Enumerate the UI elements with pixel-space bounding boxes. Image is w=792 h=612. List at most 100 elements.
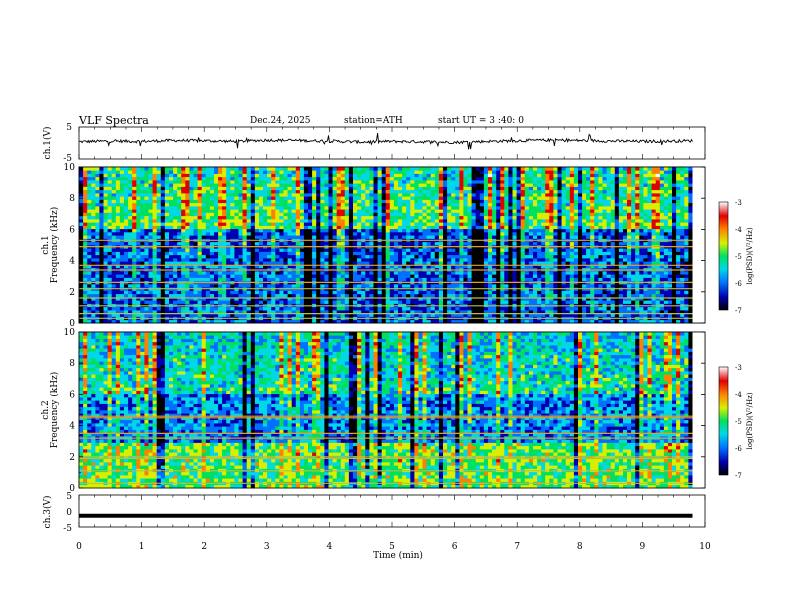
spectrogram-cell [226,219,231,223]
spectrogram-cell [144,173,149,178]
spectrogram-cell [234,228,239,233]
spectrogram-cell [87,183,92,187]
spectrogram-cell [152,212,158,217]
spectrogram-cell [455,284,460,288]
spectrogram-cell [336,271,342,275]
spectrogram-cell [148,225,153,230]
spectrogram-cell [328,215,333,220]
spectrogram-cell [263,209,268,213]
spectrogram-cell [365,290,370,295]
spectrogram-cell [91,170,96,174]
spectrogram-cell [365,248,370,252]
spectrogram-cell [348,183,354,187]
spectrogram-cell [393,313,399,317]
spectrogram-cell [128,258,133,262]
spectrogram-cell [316,251,321,256]
spectrogram-cell [459,219,464,223]
spectrogram-cell [148,219,153,223]
spectrogram-cell [103,258,108,262]
spectrogram-cell [230,290,235,295]
spectrogram-cell [99,293,104,298]
spectrogram-cell [250,235,256,239]
spectrogram-cell [295,241,301,246]
spectrogram-cell [479,176,485,181]
spectrogram-cell [164,274,170,278]
spectrogram-cell [111,186,117,191]
spectrogram-cell [410,277,415,282]
spectrogram-cell [238,254,243,259]
spectrogram-cell [377,258,383,262]
spectrogram-cell [205,202,211,207]
spectrogram-cell [344,248,350,252]
spectrogram-cell [471,293,477,298]
spectrogram-cell [430,235,436,239]
spectrogram-cell [263,274,268,278]
spectrogram-cell [328,222,333,226]
spectrogram-cell [385,271,391,275]
spectrogram-cell [308,264,313,269]
spectrogram-cell [128,300,133,304]
spectrogram-cell [438,202,444,207]
spectrogram-cell [275,212,280,217]
spectrogram-cell [389,173,395,178]
spectrogram-cell [475,176,481,181]
spectrogram-cell [185,290,190,295]
spectrogram-cell [373,193,378,197]
spectrogram-cell [124,170,129,174]
spectrogram-cell [279,313,284,317]
spectrogram-cell [201,167,207,171]
spectrogram-cell [156,264,162,269]
spectrogram-cell [459,196,464,200]
spectrogram-cell [344,264,350,269]
spectrogram-cell [226,300,231,304]
spectrogram-cell [303,196,309,200]
spectrogram-cell [430,248,436,252]
spectrogram-cell [230,183,235,187]
spectrogram-cell [234,251,239,256]
spectrogram-cell [250,196,256,200]
spectrogram-cell [348,189,354,194]
spectrogram-cell [230,248,235,252]
spectrogram-cell [128,189,133,194]
spectrogram-cell [402,235,407,239]
spectrogram-cell [361,232,366,236]
spectrogram-cell [263,297,268,301]
spectrogram-cell [156,176,162,181]
spectrogram-cell [177,193,182,197]
spectrogram-cell [402,290,407,295]
spectrogram-cell [115,228,121,233]
spectrogram-cell [312,248,317,252]
spectrogram-cell [144,235,149,239]
spectrogram-cell [160,277,166,282]
station-label: station=ATH [344,116,403,126]
spectrogram-cell [283,290,288,295]
spectrogram-cell [287,219,293,223]
spectrogram-cell [287,176,293,181]
spectrogram-cell [267,167,272,171]
spectrogram-cell [148,313,153,317]
spectrogram-cell [402,248,407,252]
spectrogram-cell [426,293,432,298]
spectrogram-cell [79,180,84,184]
spectrogram-cell [443,264,448,269]
spectrogram-cell [87,202,92,207]
spectrogram-cell [201,219,207,223]
spectrogram-cell [344,206,350,210]
spectrogram-cell [242,206,248,210]
spectrogram-cell [164,277,170,282]
spectrogram-cell [328,232,333,236]
spectrogram-cell [107,215,113,220]
spectrogram-cell [107,297,113,301]
spectrogram-cell [455,241,460,246]
spectrogram-cell [385,222,391,226]
spectrogram-cell [128,186,133,191]
spectrogram-cell [246,235,252,239]
spectrogram-cell [381,274,387,278]
spectrogram-cell [115,186,121,191]
spectrogram-cell [426,212,432,217]
spectrogram-cell [214,264,219,269]
spectrogram-cell [324,274,329,278]
spectrogram-cell [500,277,505,282]
spectrogram-cell [230,196,235,200]
spectrogram-cell [181,261,186,265]
